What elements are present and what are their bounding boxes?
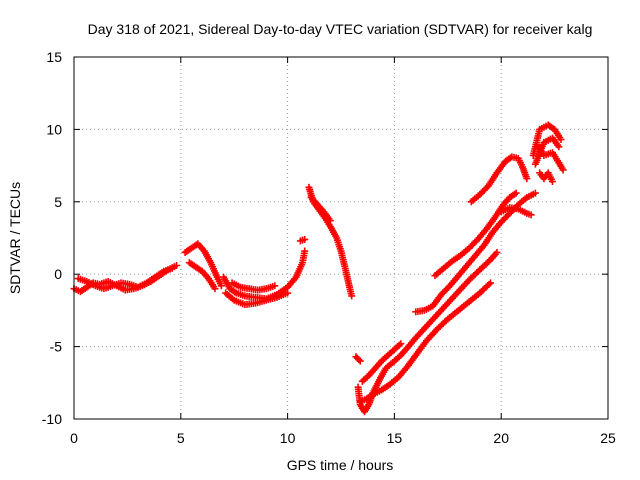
y-tick-label: -5 — [50, 339, 63, 355]
chart-title: Day 318 of 2021, Sidereal Day-to-day VTE… — [88, 21, 593, 37]
x-tick-label: 20 — [493, 430, 509, 446]
x-tick-labels: 0 5 10 15 20 25 — [70, 430, 616, 446]
data-point — [217, 282, 225, 290]
data-point — [284, 289, 292, 297]
series-arc5 — [220, 247, 309, 303]
data-point — [211, 285, 219, 293]
data-point — [173, 262, 181, 270]
data-point — [355, 356, 363, 364]
series-arc7 — [228, 279, 279, 294]
y-tick-label: 10 — [46, 121, 62, 137]
series-arc6 — [222, 289, 292, 309]
x-tick-label: 5 — [177, 430, 185, 446]
data-point — [548, 178, 556, 186]
series-arc4 — [185, 259, 219, 293]
data-point — [523, 175, 531, 183]
x-tick-label: 15 — [387, 430, 403, 446]
axis-ticks — [73, 56, 609, 420]
y-tick-label: -10 — [42, 411, 62, 427]
series-arc22 — [536, 169, 556, 186]
data-point — [168, 264, 176, 272]
series-arc10 — [307, 193, 334, 225]
data-point — [356, 357, 364, 365]
series-arc11 — [352, 353, 364, 365]
series-arc12 — [354, 248, 501, 416]
data-point — [493, 248, 501, 256]
series-arc3 — [181, 240, 225, 290]
data-point — [512, 189, 520, 197]
data-point — [271, 282, 279, 290]
data-point — [527, 211, 535, 219]
series-arc13 — [356, 279, 495, 406]
data-point — [555, 143, 563, 151]
data-point — [301, 235, 309, 243]
data-point — [531, 189, 539, 197]
series-arc8 — [296, 235, 309, 245]
series-arc21 — [534, 141, 567, 174]
grid-lines — [74, 57, 608, 419]
series-arc15 — [412, 189, 539, 316]
series-arc2 — [74, 264, 176, 293]
data-point — [301, 247, 309, 255]
data-point — [397, 340, 405, 348]
data-point — [485, 280, 493, 288]
data-point — [348, 292, 356, 300]
data-point — [326, 217, 334, 225]
data-point — [557, 136, 565, 144]
plot-frame — [73, 56, 609, 420]
x-axis-label: GPS time / hours — [287, 457, 394, 473]
series-arc14 — [358, 340, 405, 385]
data-markers — [70, 121, 567, 416]
x-tick-label: 0 — [70, 430, 78, 446]
x-tick-label: 25 — [600, 430, 616, 446]
series-arc17 — [467, 153, 531, 206]
y-axis-label: SDTVAR / TECUs — [7, 182, 23, 294]
series-arc18 — [497, 204, 535, 219]
y-tick-labels: -10 -5 0 5 10 15 — [42, 49, 62, 427]
y-tick-label: 15 — [46, 49, 62, 65]
data-point — [559, 166, 567, 174]
y-tick-label: 5 — [54, 194, 62, 210]
series-arc16 — [431, 189, 520, 280]
y-tick-label: 0 — [54, 266, 62, 282]
data-point — [487, 279, 495, 287]
x-tick-label: 10 — [280, 430, 296, 446]
